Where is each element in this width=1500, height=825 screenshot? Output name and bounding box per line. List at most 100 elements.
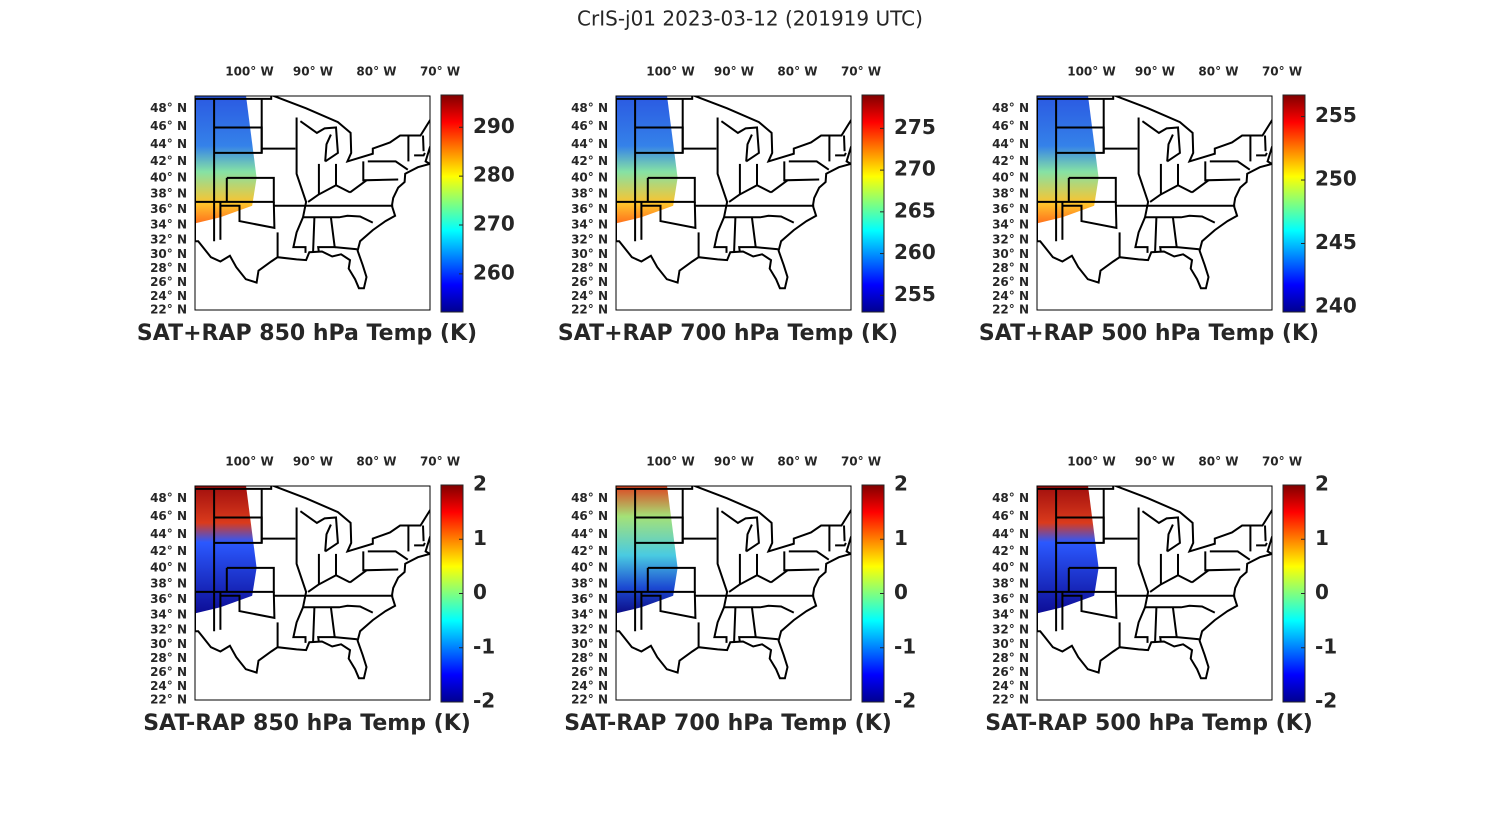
- lat-tick-label: 22° N: [150, 303, 187, 317]
- lat-tick-label: 48° N: [992, 491, 1029, 505]
- colorbar-tick-label: 255: [1315, 103, 1357, 127]
- state-border: [1062, 591, 1118, 620]
- state-border: [1145, 214, 1216, 224]
- lat-tick-label: 30° N: [571, 247, 608, 261]
- colorbar-tick-label: 265: [894, 198, 936, 222]
- coastline: [616, 486, 851, 680]
- state-border: [1264, 135, 1267, 152]
- state-border: [303, 214, 374, 224]
- state-border: [745, 134, 753, 162]
- map-frame: [615, 95, 852, 311]
- state-border: [783, 161, 820, 182]
- lat-tick-label: 46° N: [150, 509, 187, 523]
- map: [1037, 96, 1272, 290]
- lon-tick-label: 90° W: [714, 65, 754, 79]
- lat-tick-label: 40° N: [150, 170, 187, 184]
- state-border: [1159, 217, 1178, 253]
- lat-tick-label: 22° N: [150, 693, 187, 707]
- lat-tick-label: 42° N: [150, 544, 187, 558]
- colorbar-tick-label: 240: [1315, 293, 1357, 317]
- state-border: [1204, 551, 1241, 572]
- lat-tick-label: 30° N: [992, 637, 1029, 651]
- lat-tick-label: 32° N: [150, 232, 187, 246]
- state-border: [1209, 160, 1251, 171]
- lat-tick-label: 46° N: [992, 119, 1029, 133]
- state-border: [312, 217, 316, 252]
- lat-tick-label: 48° N: [571, 101, 608, 115]
- state-border: [1141, 510, 1181, 553]
- lat-tick-label: 24° N: [992, 679, 1029, 693]
- colorbar-tick-label: 260: [894, 240, 936, 264]
- lon-tick-label: 90° W: [714, 455, 754, 469]
- map-frame: [615, 485, 852, 701]
- lon-tick-label: 70° W: [420, 65, 460, 79]
- state-border: [299, 120, 339, 163]
- state-border: [720, 510, 760, 553]
- state-border: [616, 176, 696, 203]
- state-border: [724, 214, 795, 224]
- panel-title: SAT+RAP 850 hPa Temp (K): [137, 321, 477, 346]
- colorbar-tick-label: 0: [1315, 580, 1329, 604]
- colorbar-tick-label: -1: [1315, 634, 1337, 658]
- state-border: [195, 566, 275, 593]
- lat-tick-label: 36° N: [571, 592, 608, 606]
- state-border: [292, 507, 308, 643]
- colorbar-tick-label: -1: [473, 634, 495, 658]
- state-border: [292, 117, 308, 253]
- panel-title: SAT-RAP 500 hPa Temp (K): [985, 711, 1313, 736]
- lat-tick-label: 32° N: [571, 622, 608, 636]
- lat-tick-label: 32° N: [992, 622, 1029, 636]
- map-frame: [194, 95, 431, 311]
- state-border: [783, 551, 820, 572]
- lat-tick-label: 28° N: [992, 261, 1029, 275]
- lon-tick-label: 100° W: [1067, 455, 1115, 469]
- colorbar-tick-label: 2: [894, 472, 908, 496]
- coastline: [195, 96, 430, 290]
- state-border: [728, 574, 772, 593]
- map-frame: [194, 485, 431, 701]
- swath: [616, 96, 678, 224]
- state-border: [1176, 636, 1200, 641]
- lon-tick-label: 100° W: [225, 65, 273, 79]
- colorbar-tick-label: 280: [473, 163, 515, 187]
- lat-tick-label: 38° N: [992, 576, 1029, 590]
- colorbar-tick-label: -1: [894, 634, 916, 658]
- lat-tick-label: 38° N: [992, 186, 1029, 200]
- colorbar-tick-label: 250: [1315, 167, 1357, 191]
- lat-tick-label: 26° N: [992, 275, 1029, 289]
- lon-tick-label: 80° W: [777, 65, 817, 79]
- lon-tick-label: 100° W: [646, 65, 694, 79]
- state-border: [1264, 525, 1267, 542]
- state-border: [733, 607, 737, 642]
- panel-title: SAT-RAP 850 hPa Temp (K): [143, 711, 471, 736]
- map-frame: [1036, 485, 1273, 701]
- map: [195, 96, 430, 290]
- colorbar-tick-label: 0: [473, 580, 487, 604]
- swath: [1037, 96, 1099, 224]
- lat-tick-label: 26° N: [150, 275, 187, 289]
- state-border: [414, 152, 426, 157]
- lat-tick-label: 44° N: [992, 137, 1029, 151]
- state-border: [312, 607, 316, 642]
- map: [616, 486, 851, 680]
- state-border: [362, 551, 399, 572]
- state-border: [788, 160, 830, 171]
- lat-tick-label: 40° N: [571, 170, 608, 184]
- state-border: [1062, 201, 1118, 230]
- lat-tick-label: 26° N: [571, 275, 608, 289]
- lat-tick-label: 42° N: [150, 154, 187, 168]
- coastline: [195, 486, 430, 680]
- state-border: [220, 591, 276, 620]
- state-border: [367, 550, 409, 561]
- colorbar-tick-label: 270: [473, 212, 515, 236]
- lat-tick-label: 44° N: [571, 527, 608, 541]
- lon-tick-label: 90° W: [1135, 455, 1175, 469]
- lon-tick-label: 70° W: [420, 455, 460, 469]
- lat-tick-label: 22° N: [571, 693, 608, 707]
- lat-tick-label: 24° N: [571, 679, 608, 693]
- colorbar-tick-label: -2: [1315, 689, 1337, 713]
- lat-tick-label: 36° N: [571, 202, 608, 216]
- lat-tick-label: 36° N: [150, 592, 187, 606]
- state-border: [1209, 550, 1251, 561]
